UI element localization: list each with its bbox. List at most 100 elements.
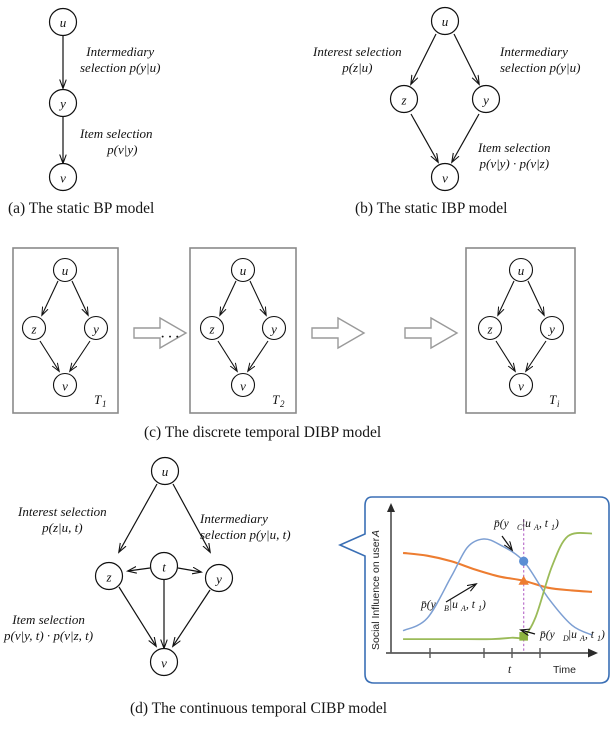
- edge-u-y: [453, 33, 479, 84]
- panel-a-graph: u y v: [48, 7, 78, 192]
- annotation-yB-mid: |u: [449, 599, 458, 611]
- chart-y-axis-title-base: Social Influence on user: [370, 537, 382, 650]
- annotation-yC-mid: |u: [522, 518, 531, 530]
- chart-y-axis-title-sub: A: [370, 530, 382, 538]
- d-edge-u-y: [172, 483, 210, 552]
- d-node-z: [94, 561, 124, 591]
- panel-b-edge-label-1: Interest selection p(z|u): [313, 44, 402, 75]
- d-node-t: [149, 551, 179, 581]
- c1-node-z: [21, 315, 47, 341]
- annotation-yC-sub1: C: [517, 523, 523, 532]
- ci-edge-y-v: [526, 340, 547, 371]
- c2-node-y-label: y: [269, 322, 277, 337]
- c2-edge-z-v: [217, 340, 237, 371]
- d-node-v-label: v: [161, 656, 167, 671]
- panel-d-edge-label-1-line1: Interest selection: [18, 504, 107, 519]
- series-line-yB: [402, 551, 593, 593]
- marker-point-yC: [519, 556, 529, 566]
- annotation-label-yD: p̄(y D |u A , t 1 ): [539, 629, 605, 643]
- annotation-arrow-yC: [501, 535, 512, 550]
- c1-edge-y-v: [70, 340, 91, 371]
- annotation-yC-base: p̄(y: [493, 518, 510, 530]
- c2-node-z-label: z: [208, 322, 214, 337]
- time-slice-2-sub: 2: [280, 399, 285, 409]
- time-slice-1-label: T: [94, 392, 102, 407]
- annotation-yB-tail: , t: [466, 599, 476, 611]
- panel-d-edge-label-2-line1: Intermediary: [200, 511, 268, 526]
- annotation-yD-mid: |u: [568, 629, 577, 641]
- chart-series-group: [402, 519, 593, 653]
- panel-b-edge-label-3-line1: Item selection: [478, 140, 551, 155]
- c2-edge-y-v: [248, 340, 269, 371]
- panel-a-edge-label-2: Item selection p(v|y): [80, 126, 153, 157]
- panel-a-edge-label-2-line1: Item selection: [80, 126, 153, 141]
- annotation-yC-tail: , t: [539, 518, 549, 530]
- panel-b-edge-label-2: Intermediary selection p(y|u): [500, 44, 580, 75]
- annotation-yD-base: p̄(y: [539, 629, 556, 641]
- node-u: [430, 6, 460, 36]
- node-v-label: v: [442, 171, 448, 186]
- c2-node-u-label: u: [240, 263, 247, 278]
- panel-d-edge-label-3: Item selection p(v|y, t) · p(v|z, t): [4, 612, 93, 643]
- ci-node-v-label: v: [518, 379, 524, 394]
- ci-node-y-label: y: [547, 322, 555, 337]
- transition-arrow-1: [133, 316, 188, 350]
- annotation-yD-sub2: A: [579, 634, 585, 643]
- panel-b-edge-label-1-line2: p(z|u): [342, 59, 373, 75]
- c2-node-v-label: v: [240, 379, 246, 394]
- transition-arrow-2: [311, 316, 366, 350]
- node-z: [389, 84, 419, 114]
- node-y: [48, 88, 78, 118]
- node-u-label: u: [60, 15, 67, 30]
- annotation-yB-sub2: A: [460, 604, 466, 613]
- annotation-label-yB: p̄(y B |u A , t 1 ): [420, 599, 486, 613]
- chart-x-tick-label-t: t: [508, 664, 512, 676]
- transition-arrow-3: [404, 316, 459, 350]
- caption-panel-c: (c) The discrete temporal DIBP model: [144, 424, 382, 441]
- panel-d-edge-label-3-line2: p(v|y, t) · p(v|z, t): [4, 627, 94, 643]
- node-y-label: y: [58, 96, 66, 111]
- c2-node-u: [230, 257, 256, 283]
- d-node-t-label: t: [162, 560, 166, 575]
- c2-node-z: [199, 315, 225, 341]
- caption-panel-b: (b) The static IBP model: [355, 200, 508, 217]
- chart-x-axis-arrowhead: [588, 648, 598, 658]
- node-v: [48, 162, 78, 192]
- edge-z-v: [410, 113, 438, 162]
- caption-panel-a: (a) The static BP model: [8, 200, 155, 217]
- panel-b-edge-label-1-line1: Interest selection: [313, 44, 402, 59]
- c1-node-y-label: y: [91, 322, 99, 337]
- d-node-y: [204, 563, 234, 593]
- c2-edge-u-y: [249, 280, 266, 315]
- ci-node-v: [508, 372, 534, 398]
- edge-u-z: [411, 33, 437, 84]
- annotation-yD-sub3: 1: [597, 634, 601, 643]
- panel-c-ellipsis: ···: [160, 329, 182, 346]
- series-line-yC: [402, 538, 593, 636]
- node-v: [430, 162, 460, 192]
- panel-b-edge-label-3: Item selection p(v|y) · p(v|z): [478, 140, 551, 171]
- panel-b-edge-label-2-line2: selection p(y|u): [500, 59, 581, 75]
- panel-b-edge-label-3-line2: p(v|y) · p(v|z): [479, 155, 550, 171]
- annotation-yC-end: ): [554, 518, 559, 530]
- d-node-u: [150, 456, 180, 486]
- d-edge-u-z: [119, 483, 158, 552]
- c1-node-y: [83, 315, 109, 341]
- d-edge-y-v: [173, 589, 211, 646]
- c1-edge-u-z: [42, 280, 59, 315]
- c1-node-z-label: z: [30, 322, 36, 337]
- annotation-yD-tail: , t: [585, 629, 595, 641]
- annotation-yD-end: ): [600, 629, 605, 641]
- node-y-label: y: [481, 93, 489, 108]
- panel-b-graph: u z y v: [389, 6, 501, 192]
- node-y: [471, 84, 501, 114]
- ci-node-u-label: u: [518, 263, 525, 278]
- time-slice-1-sub: 1: [102, 399, 107, 409]
- annotation-yD-sub1: D: [562, 634, 569, 643]
- d-edge-z-v: [118, 586, 156, 646]
- time-slice-i-sub: i: [557, 399, 560, 409]
- panel-c-graph: u z y v T 1 u z y v T 2: [12, 247, 576, 414]
- annotation-arrow-yB: [445, 584, 476, 603]
- node-v-label: v: [60, 171, 66, 186]
